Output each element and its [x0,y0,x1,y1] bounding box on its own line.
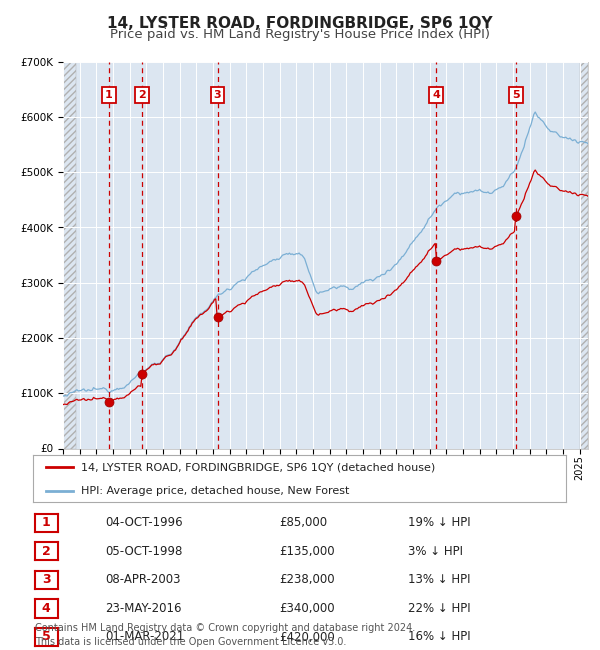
Text: 19% ↓ HPI: 19% ↓ HPI [408,516,470,529]
Text: 2: 2 [42,545,50,558]
Text: 4: 4 [42,602,50,615]
Text: 3: 3 [214,90,221,99]
Text: £135,000: £135,000 [279,545,335,558]
Text: 05-OCT-1998: 05-OCT-1998 [105,545,182,558]
Text: 01-MAR-2021: 01-MAR-2021 [105,630,184,644]
Text: 2: 2 [138,90,146,99]
Bar [63,62,76,448]
Text: Contains HM Land Registry data © Crown copyright and database right 2024.
This d: Contains HM Land Registry data © Crown c… [35,623,415,647]
Text: 16% ↓ HPI: 16% ↓ HPI [408,630,470,644]
Text: £85,000: £85,000 [279,516,327,529]
Text: 23-MAY-2016: 23-MAY-2016 [105,602,182,615]
Text: £420,000: £420,000 [279,630,335,644]
Text: 14, LYSTER ROAD, FORDINGBRIDGE, SP6 1QY (detached house): 14, LYSTER ROAD, FORDINGBRIDGE, SP6 1QY … [81,462,435,472]
Text: 14, LYSTER ROAD, FORDINGBRIDGE, SP6 1QY: 14, LYSTER ROAD, FORDINGBRIDGE, SP6 1QY [107,16,493,31]
Text: £340,000: £340,000 [279,602,335,615]
Text: Price paid vs. HM Land Registry's House Price Index (HPI): Price paid vs. HM Land Registry's House … [110,28,490,41]
Text: 08-APR-2003: 08-APR-2003 [105,573,181,586]
Text: 4: 4 [432,90,440,99]
Text: 5: 5 [512,90,520,99]
Text: 1: 1 [42,516,50,529]
Text: 22% ↓ HPI: 22% ↓ HPI [408,602,470,615]
Text: 3: 3 [42,573,50,586]
Text: 04-OCT-1996: 04-OCT-1996 [105,516,182,529]
Text: 13% ↓ HPI: 13% ↓ HPI [408,573,470,586]
Text: £238,000: £238,000 [279,573,335,586]
Text: 3% ↓ HPI: 3% ↓ HPI [408,545,463,558]
Text: 5: 5 [42,630,50,644]
Bar [580,62,588,448]
Bar [63,62,71,448]
Text: 1: 1 [105,90,113,99]
Text: HPI: Average price, detached house, New Forest: HPI: Average price, detached house, New … [81,486,349,495]
